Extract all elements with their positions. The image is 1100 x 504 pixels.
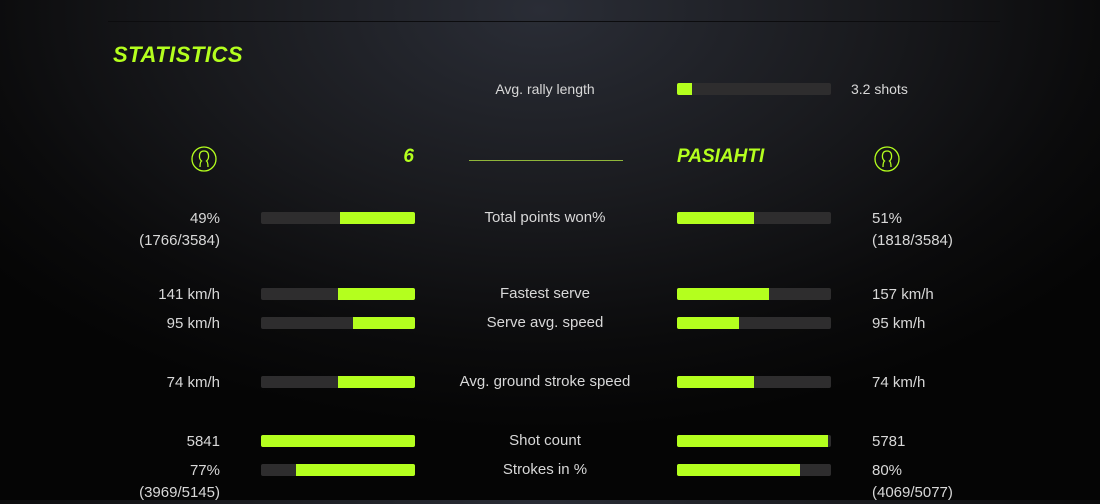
left-value-main: 49% bbox=[189, 210, 220, 227]
left-bar bbox=[261, 376, 415, 388]
right-value: 80% (4069/5077) bbox=[872, 460, 953, 504]
stat-label: Total points won% bbox=[484, 209, 606, 226]
left-bar bbox=[261, 435, 415, 447]
right-bar bbox=[677, 376, 831, 388]
right-value: 51% (1818/3584) bbox=[872, 208, 953, 252]
right-value-main: 80% bbox=[872, 462, 903, 479]
right-value-detail: (4069/5077) bbox=[872, 484, 953, 501]
right-bar-fill bbox=[677, 288, 770, 300]
right-bar bbox=[677, 212, 831, 224]
stat-row: 74 km/h Avg. ground stroke speed 74 km/h bbox=[0, 372, 1100, 392]
right-value-main: 74 km/h bbox=[872, 374, 926, 391]
user-icon bbox=[191, 146, 217, 172]
left-bar-fill bbox=[338, 288, 415, 300]
right-value: 74 km/h bbox=[872, 372, 925, 394]
left-value: 141 km/h bbox=[158, 284, 220, 306]
right-bar-fill bbox=[677, 212, 754, 224]
right-value-main: 5781 bbox=[872, 433, 906, 450]
left-value-main: 74 km/h bbox=[166, 374, 220, 391]
right-bar bbox=[677, 317, 831, 329]
rally-bar bbox=[677, 83, 831, 95]
right-value: 157 km/h bbox=[872, 284, 934, 306]
right-bar bbox=[677, 288, 831, 300]
stat-row: 5841 Shot count 5781 bbox=[0, 431, 1100, 451]
left-value: 49% (1766/3584) bbox=[139, 208, 220, 252]
stat-label: Avg. ground stroke speed bbox=[459, 373, 631, 390]
right-bar-fill bbox=[677, 435, 828, 447]
right-bar-fill bbox=[677, 317, 739, 329]
right-value-main: 51% bbox=[872, 210, 903, 227]
rally-label: Avg. rally length bbox=[495, 81, 595, 97]
rally-bar-fill bbox=[677, 83, 693, 95]
left-value-main: 5841 bbox=[186, 433, 220, 450]
right-bar-fill bbox=[677, 464, 801, 476]
stat-label: Fastest serve bbox=[499, 285, 591, 302]
left-value-main: 95 km/h bbox=[166, 315, 220, 332]
left-bar-fill bbox=[353, 317, 415, 329]
player-left-name: 6 bbox=[403, 146, 414, 167]
left-bar bbox=[261, 288, 415, 300]
stat-label: Serve avg. speed bbox=[486, 314, 604, 331]
left-bar-fill bbox=[338, 376, 415, 388]
left-value-detail: (1766/3584) bbox=[139, 232, 220, 249]
right-value: 5781 bbox=[872, 431, 905, 453]
versus-divider bbox=[469, 160, 623, 161]
left-bar bbox=[261, 212, 415, 224]
rally-row: Avg. rally length 3.2 shots bbox=[0, 79, 1100, 99]
left-bar bbox=[261, 464, 415, 476]
player-right-name: PASIAHTI bbox=[677, 146, 765, 167]
left-value-detail: (3969/5145) bbox=[139, 484, 220, 501]
left-bar-fill bbox=[296, 464, 415, 476]
stat-label: Shot count bbox=[509, 432, 581, 449]
right-value-main: 95 km/h bbox=[872, 315, 926, 332]
right-bar-fill bbox=[677, 376, 754, 388]
stat-row: 95 km/h Serve avg. speed 95 km/h bbox=[0, 313, 1100, 333]
left-value: 74 km/h bbox=[167, 372, 220, 394]
left-bar-fill bbox=[339, 212, 415, 224]
stat-label: Strokes in % bbox=[502, 461, 588, 478]
stat-row: 77% (3969/5145) Strokes in % 80% (4069/507… bbox=[0, 460, 1100, 501]
left-value-main: 141 km/h bbox=[158, 286, 220, 303]
left-bar-fill bbox=[261, 435, 415, 447]
stat-row: 141 km/h Fastest serve 157 km/h bbox=[0, 284, 1100, 304]
left-value: 95 km/h bbox=[167, 313, 220, 335]
left-value-main: 77% bbox=[189, 462, 220, 479]
right-value-detail: (1818/3584) bbox=[872, 232, 953, 249]
section-title: STATISTICS bbox=[113, 42, 244, 67]
divider bbox=[108, 21, 1000, 22]
right-value-main: 157 km/h bbox=[872, 286, 934, 303]
stat-row: 49% (1766/3584) Total points won% 51% (181… bbox=[0, 208, 1100, 249]
right-bar bbox=[677, 464, 831, 476]
left-bar bbox=[261, 317, 415, 329]
right-value: 95 km/h bbox=[872, 313, 925, 335]
left-value: 77% (3969/5145) bbox=[139, 460, 220, 504]
user-icon bbox=[874, 146, 900, 172]
rally-value: 3.2 shots bbox=[851, 81, 908, 97]
right-bar bbox=[677, 435, 831, 447]
left-value: 5841 bbox=[187, 431, 220, 453]
